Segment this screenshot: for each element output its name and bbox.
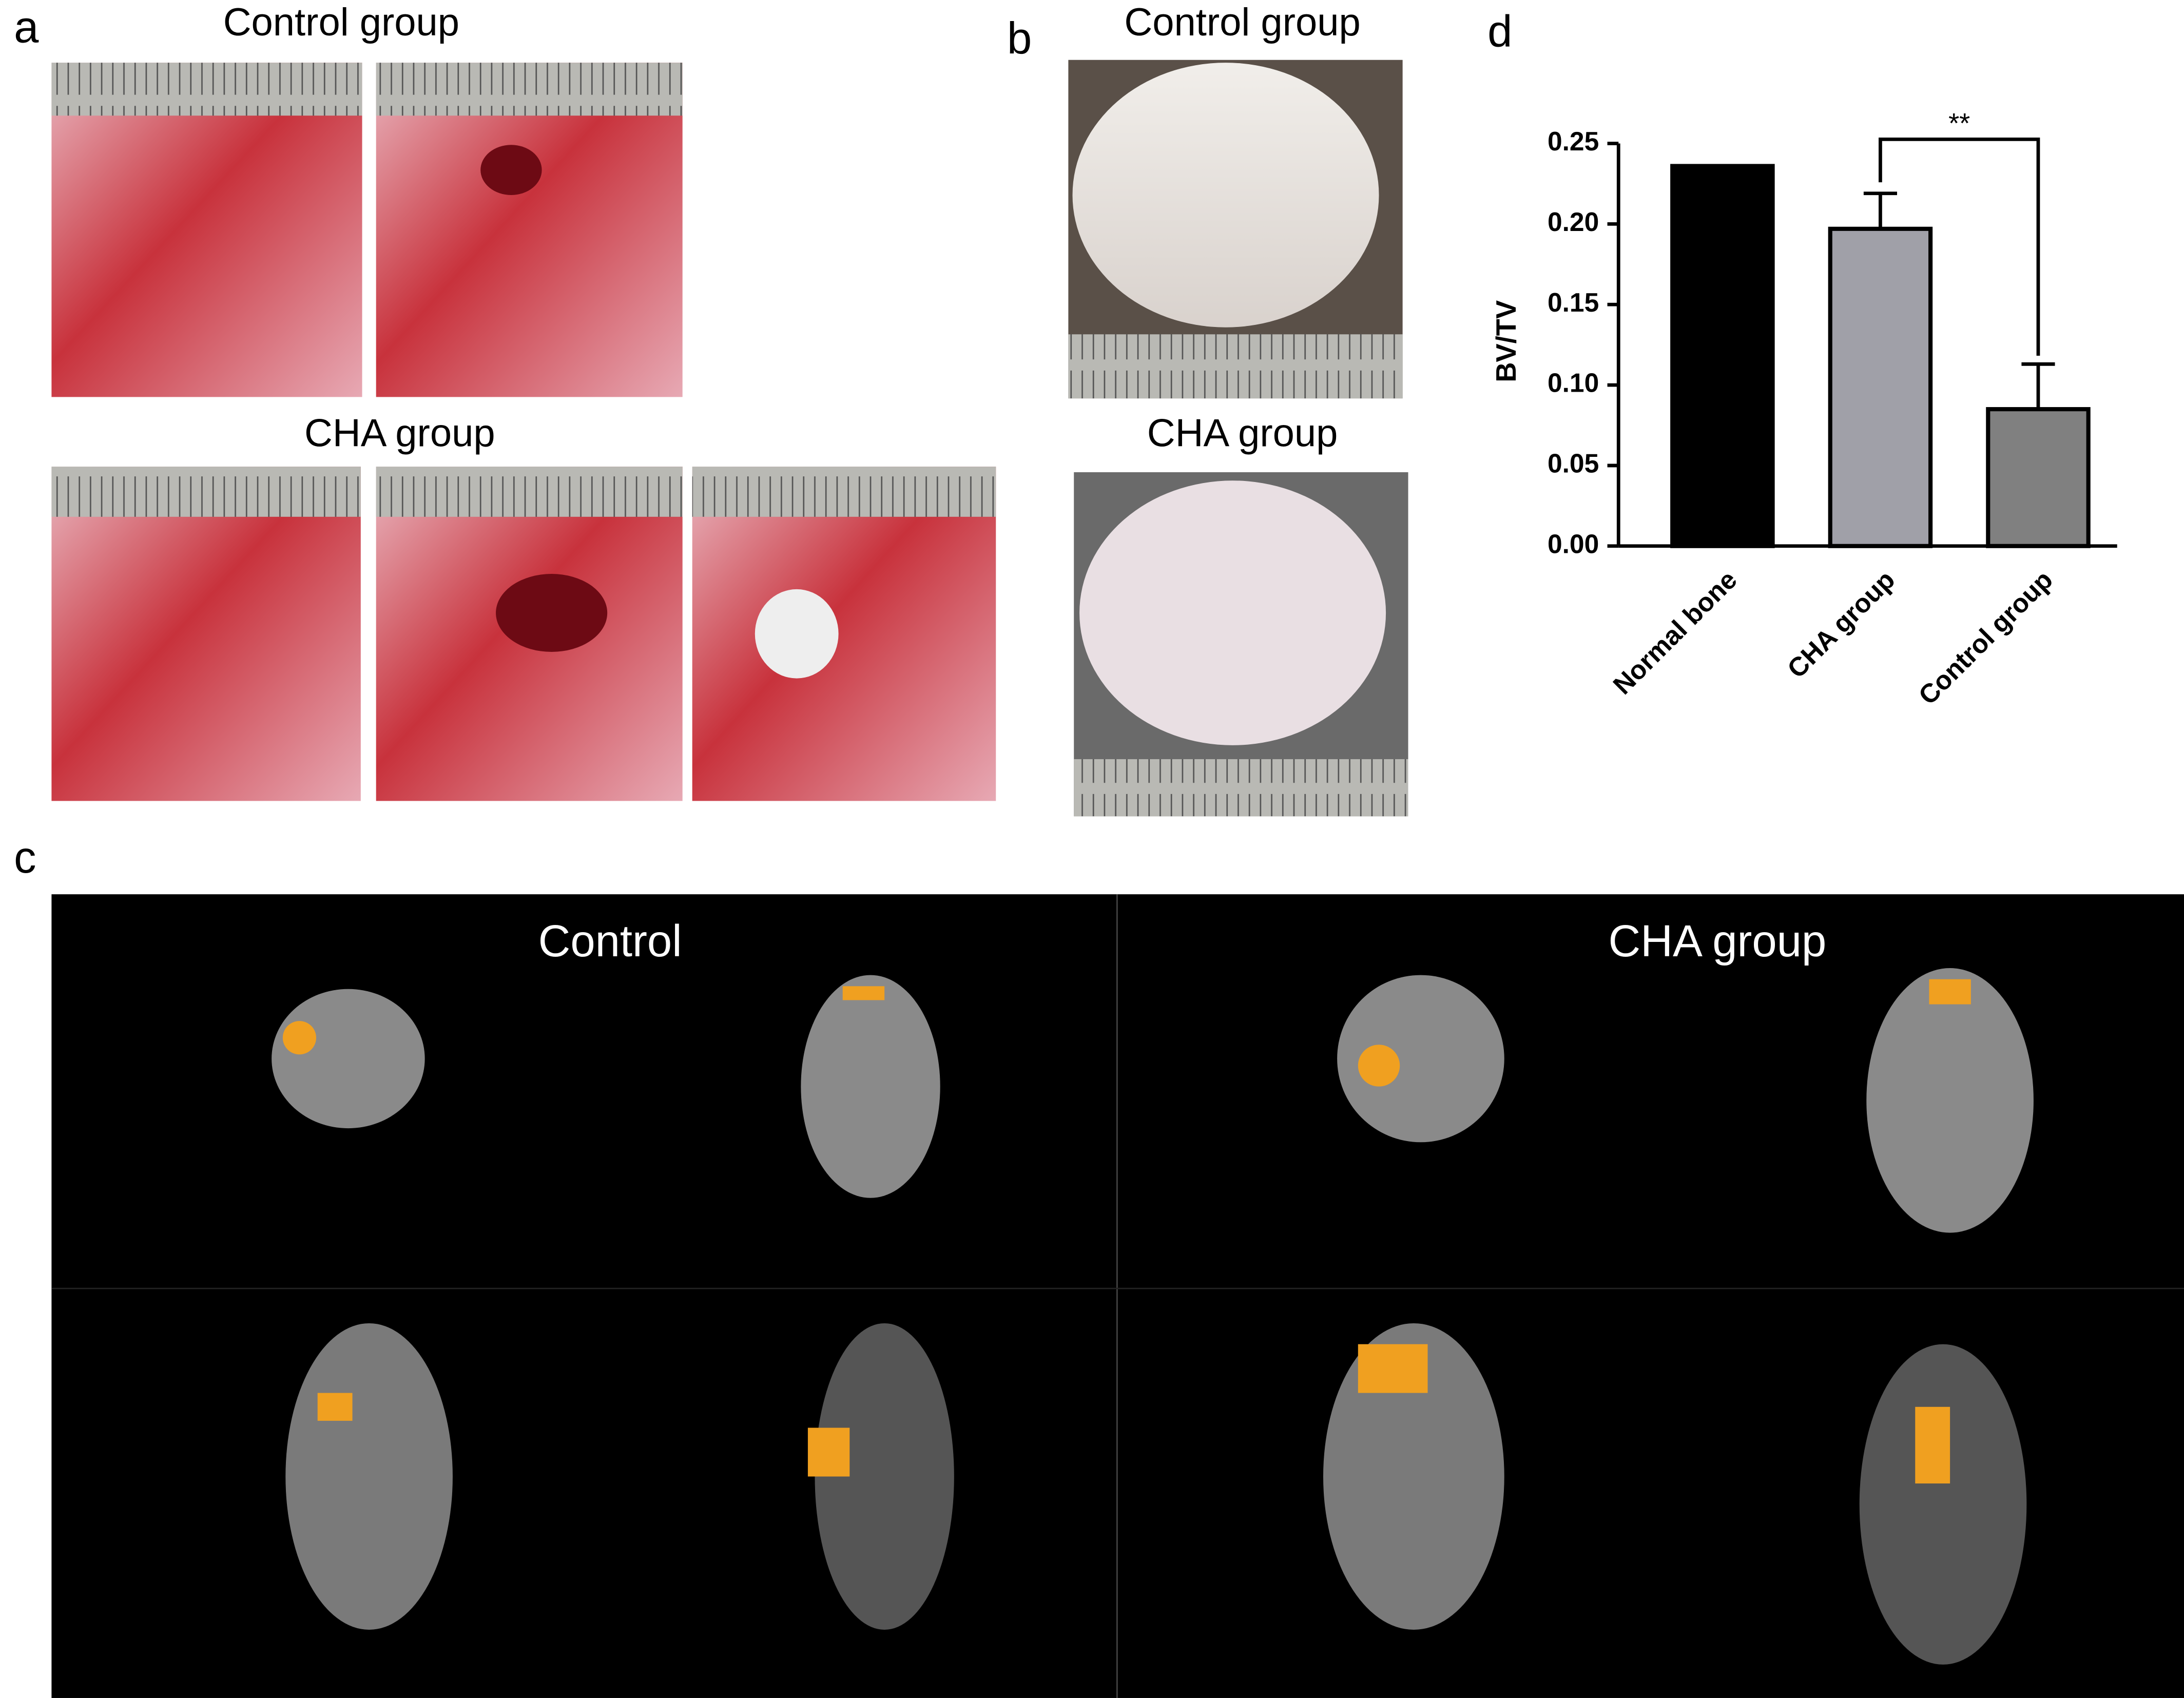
panel-title: CHA group	[304, 411, 495, 455]
significance-bracket	[1879, 138, 2040, 356]
y-tick-label: 0.25	[1548, 126, 1599, 156]
significance-label: **	[1948, 108, 1970, 139]
bar-chart: 0.00 0.05 0.10 0.15 0.20 0.25 Normal bone CHA g…	[1548, 108, 2117, 710]
y-axis-label: BV/TV	[1491, 300, 1522, 382]
photos-b	[1068, 60, 1408, 817]
panel-title: CHA group	[1609, 916, 1827, 966]
x-tick-label: CHA group	[1782, 565, 1901, 684]
bar	[1828, 226, 1933, 548]
panel-label: c	[14, 833, 36, 882]
x-tick-label: Control group	[1912, 565, 2058, 710]
panel-title: Control group	[1124, 1, 1360, 44]
panel-title: CHA group	[1147, 411, 1338, 455]
y-tick-label: 0.00	[1548, 529, 1599, 558]
panel-label: a	[14, 3, 39, 52]
panel-label: b	[1007, 13, 1032, 63]
bar	[1986, 407, 2091, 548]
y-tick-label: 0.20	[1548, 207, 1599, 237]
y-tick-label: 0.10	[1548, 368, 1599, 398]
photos-a	[51, 63, 996, 801]
bar	[1670, 164, 1775, 548]
panel-title: Control group	[223, 1, 459, 44]
panel-title: Control	[538, 916, 682, 966]
microct	[51, 894, 2184, 1698]
y-tick-label: 0.05	[1548, 449, 1599, 478]
panel-label: d	[1487, 7, 1512, 56]
y-tick-label: 0.15	[1548, 287, 1599, 317]
x-tick-label: Normal bone	[1607, 565, 1743, 700]
